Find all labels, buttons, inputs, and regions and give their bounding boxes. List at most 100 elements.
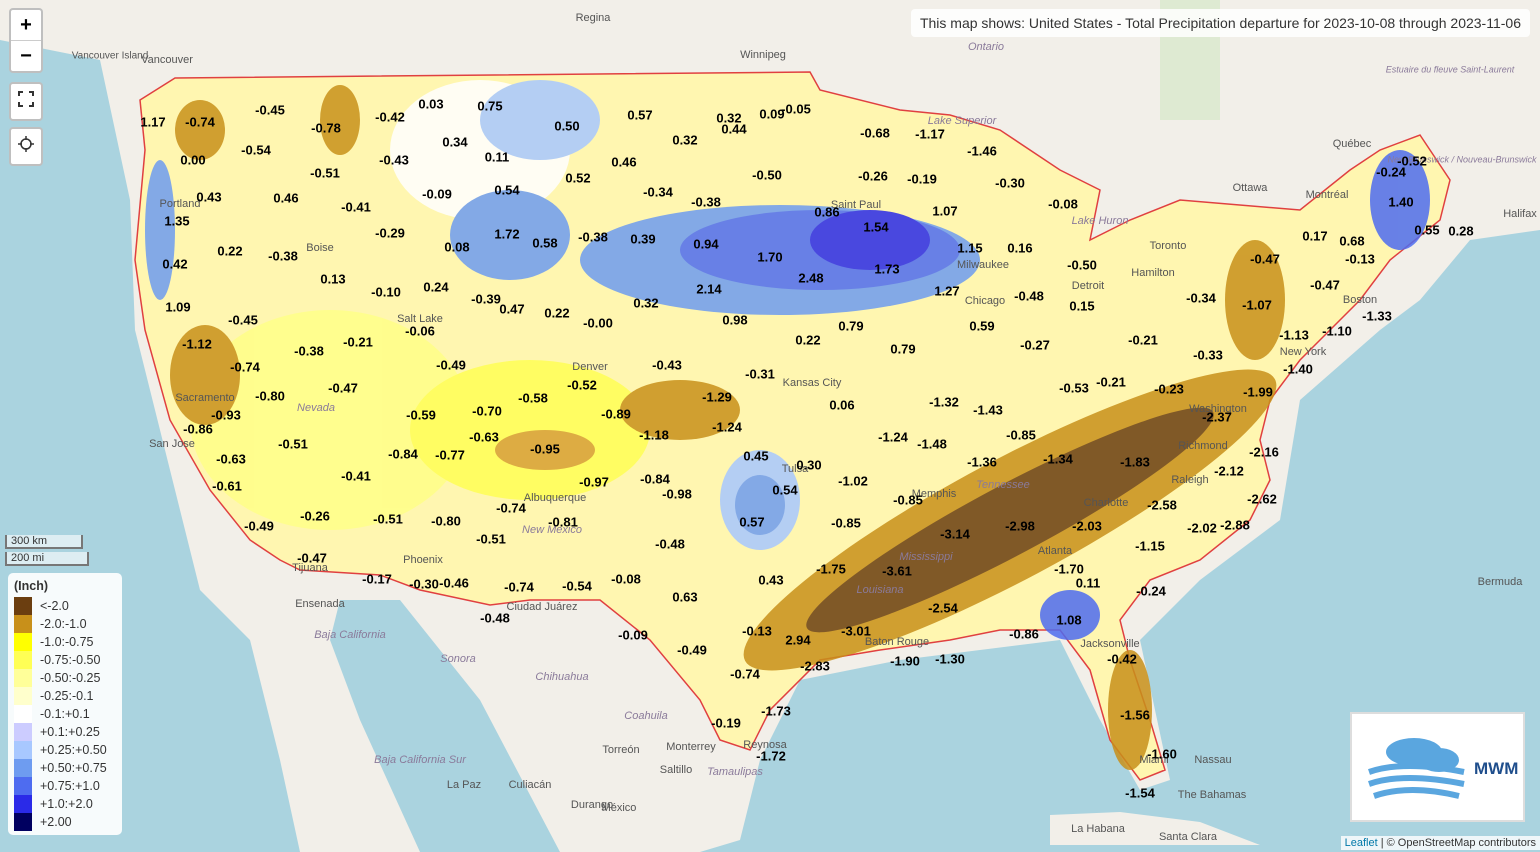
legend-label: +0.75:+1.0 <box>40 779 100 793</box>
precip-value: -0.21 <box>343 334 373 349</box>
legend-item: +0.75:+1.0 <box>14 777 116 795</box>
precip-value-labels: 1.17 -0.74-0.450.00-0.540.43 0.461.350.22-… <box>140 96 1473 800</box>
precip-value: -2.37 <box>1202 409 1232 424</box>
precip-value: 1.17 <box>140 114 165 129</box>
precip-value: -0.42 <box>1107 651 1137 666</box>
precip-value: -0.49 <box>677 642 707 657</box>
place-label: Milwaukee <box>957 259 1009 271</box>
precip-value: 0.52 <box>565 170 590 185</box>
legend-label: -0.25:-0.1 <box>40 689 94 703</box>
place-label: Lake Huron <box>1072 215 1129 227</box>
precip-value: -0.46 <box>439 575 469 590</box>
precip-shading <box>145 80 1430 770</box>
precip-value: -1.24 <box>878 429 908 444</box>
precip-value: -1.02 <box>838 473 868 488</box>
precip-value: 0.44 <box>721 121 747 136</box>
precip-value: -0.51 <box>278 436 308 451</box>
precip-value: 0.30 <box>796 457 821 472</box>
logo-icon <box>1368 738 1465 799</box>
precip-value: -0.34 <box>643 184 673 199</box>
precip-value: -0.23 <box>1154 381 1184 396</box>
precip-value: -0.26 <box>858 168 888 183</box>
precip-value: -1.40 <box>1283 361 1313 376</box>
precip-value: 0.55 <box>1414 222 1439 237</box>
legend-label: +2.00 <box>40 815 72 829</box>
precip-value: 1.08 <box>1056 612 1081 627</box>
precip-value: -0.59 <box>406 407 436 422</box>
precip-value: -0.84 <box>388 446 418 461</box>
scale-imperial: 200 mi <box>5 552 89 566</box>
precip-value: -0.45 <box>255 102 285 117</box>
precip-value: 2.94 <box>785 632 811 647</box>
legend-item: -1.0:-0.75 <box>14 633 116 651</box>
legend-swatch <box>14 651 32 669</box>
place-label: Baton Rouge <box>865 636 929 648</box>
zoom-out[interactable]: − <box>20 45 32 67</box>
precip-value: -0.54 <box>562 578 592 593</box>
precip-value: -0.19 <box>907 171 937 186</box>
place-label: Phoenix <box>403 554 443 566</box>
precip-value: 0.32 <box>633 295 658 310</box>
place-label: San Jose <box>149 438 195 450</box>
place-label: Halifax <box>1503 208 1537 220</box>
precip-value: -0.85 <box>893 492 923 507</box>
precip-value: -0.09 <box>618 627 648 642</box>
precip-value: -0.24 <box>1136 583 1166 598</box>
precip-value: -0.93 <box>211 407 241 422</box>
zoom-control: + − <box>9 8 43 73</box>
precip-value: 0.79 <box>890 341 915 356</box>
fullscreen-button[interactable] <box>9 82 43 121</box>
scale-metric: 300 km <box>5 535 83 549</box>
precip-value: -0.47 <box>1250 251 1280 266</box>
precip-value: 0.22 <box>795 332 820 347</box>
precip-value: -1.54 <box>1125 785 1155 800</box>
place-label: Jacksonville <box>1080 638 1139 650</box>
precip-value: -0.21 <box>1128 332 1158 347</box>
precip-value: -0.77 <box>435 447 465 462</box>
precip-value: 0.39 <box>630 231 655 246</box>
precip-value: -1.18 <box>639 427 669 442</box>
place-label: New Brunswick / Nouveau-Brunswick <box>1387 154 1537 164</box>
precip-value: -0.81 <box>548 514 578 529</box>
precip-value: 1.70 <box>757 249 782 264</box>
place-label: Miami <box>1139 754 1168 766</box>
precip-value: -0.97 <box>579 474 609 489</box>
precip-value: 0.98 <box>722 312 747 327</box>
precip-value: -0.50 <box>752 167 782 182</box>
precip-value: -0.52 <box>567 377 597 392</box>
precip-value: 0.59 <box>969 318 994 333</box>
precip-value: -0.63 <box>469 429 499 444</box>
precip-value: -0.19 <box>711 715 741 730</box>
place-label: The Bahamas <box>1178 789 1247 801</box>
precip-value: -1.34 <box>1043 451 1073 466</box>
zoom-in[interactable]: + <box>11 10 41 41</box>
precip-value: 0.13 <box>320 271 345 286</box>
locate-button[interactable] <box>9 127 43 166</box>
precip-value: -2.16 <box>1249 444 1279 459</box>
precip-value: -0.38 <box>691 194 721 209</box>
place-label: Saint Paul <box>831 199 881 211</box>
precip-value: -0.31 <box>745 366 775 381</box>
precip-value: -0.21 <box>1096 374 1126 389</box>
place-label: Ottawa <box>1233 182 1269 194</box>
leaflet-link[interactable]: Leaflet <box>1344 837 1378 849</box>
place-label: Boise <box>306 242 334 254</box>
precip-value: -1.90 <box>890 653 920 668</box>
place-label: Hamilton <box>1131 267 1174 279</box>
precip-value: 0.86 <box>814 204 839 219</box>
place-label: Tijuana <box>292 562 329 574</box>
osm-credit: | © OpenStreetMap contributors <box>1380 837 1536 849</box>
precip-value: -0.61 <box>212 478 242 493</box>
precip-value: 0.08 <box>444 239 469 254</box>
precip-value: -1.36 <box>967 454 997 469</box>
precip-value: 0.06 <box>829 397 854 412</box>
precip-value: -0.10 <box>371 284 401 299</box>
place-label: Atlanta <box>1038 545 1073 557</box>
place-label: Baja California <box>314 629 386 641</box>
legend-item: -0.50:-0.25 <box>14 669 116 687</box>
precip-value: -1.56 <box>1120 707 1150 722</box>
precip-value: -0.54 <box>241 142 271 157</box>
precip-value: -0.45 <box>228 312 258 327</box>
precip-value: -1.29 <box>702 389 732 404</box>
place-label: Regina <box>576 12 612 24</box>
